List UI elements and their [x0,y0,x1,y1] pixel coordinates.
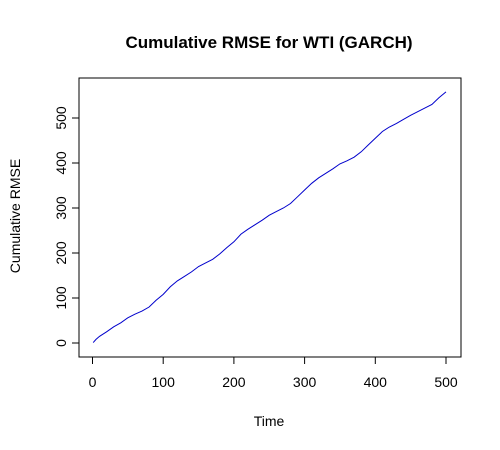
x-tick-label: 500 [434,374,458,390]
x-tick-label: 200 [222,374,246,390]
x-tick-label: 0 [89,374,97,390]
x-tick-label: 100 [152,374,176,390]
x-axis-label: Time [254,413,285,429]
y-tick-label: 400 [53,151,69,175]
x-tick-label: 300 [293,374,317,390]
y-tick-label: 100 [53,286,69,310]
chart-title: Cumulative RMSE for WTI (GARCH) [125,33,412,52]
y-tick-label: 200 [53,241,69,265]
y-tick-label: 0 [53,339,69,347]
y-tick-label: 500 [53,106,69,130]
y-axis-label: Cumulative RMSE [7,159,23,273]
series-layer [92,91,447,343]
y-axis: 0 100 200 300 400 500 [53,106,79,347]
plot-frame [78,77,462,358]
x-axis: 0 100 200 300 400 500 [89,357,458,390]
y-tick-label: 300 [53,196,69,220]
series-line [92,91,447,343]
x-tick-label: 400 [364,374,388,390]
